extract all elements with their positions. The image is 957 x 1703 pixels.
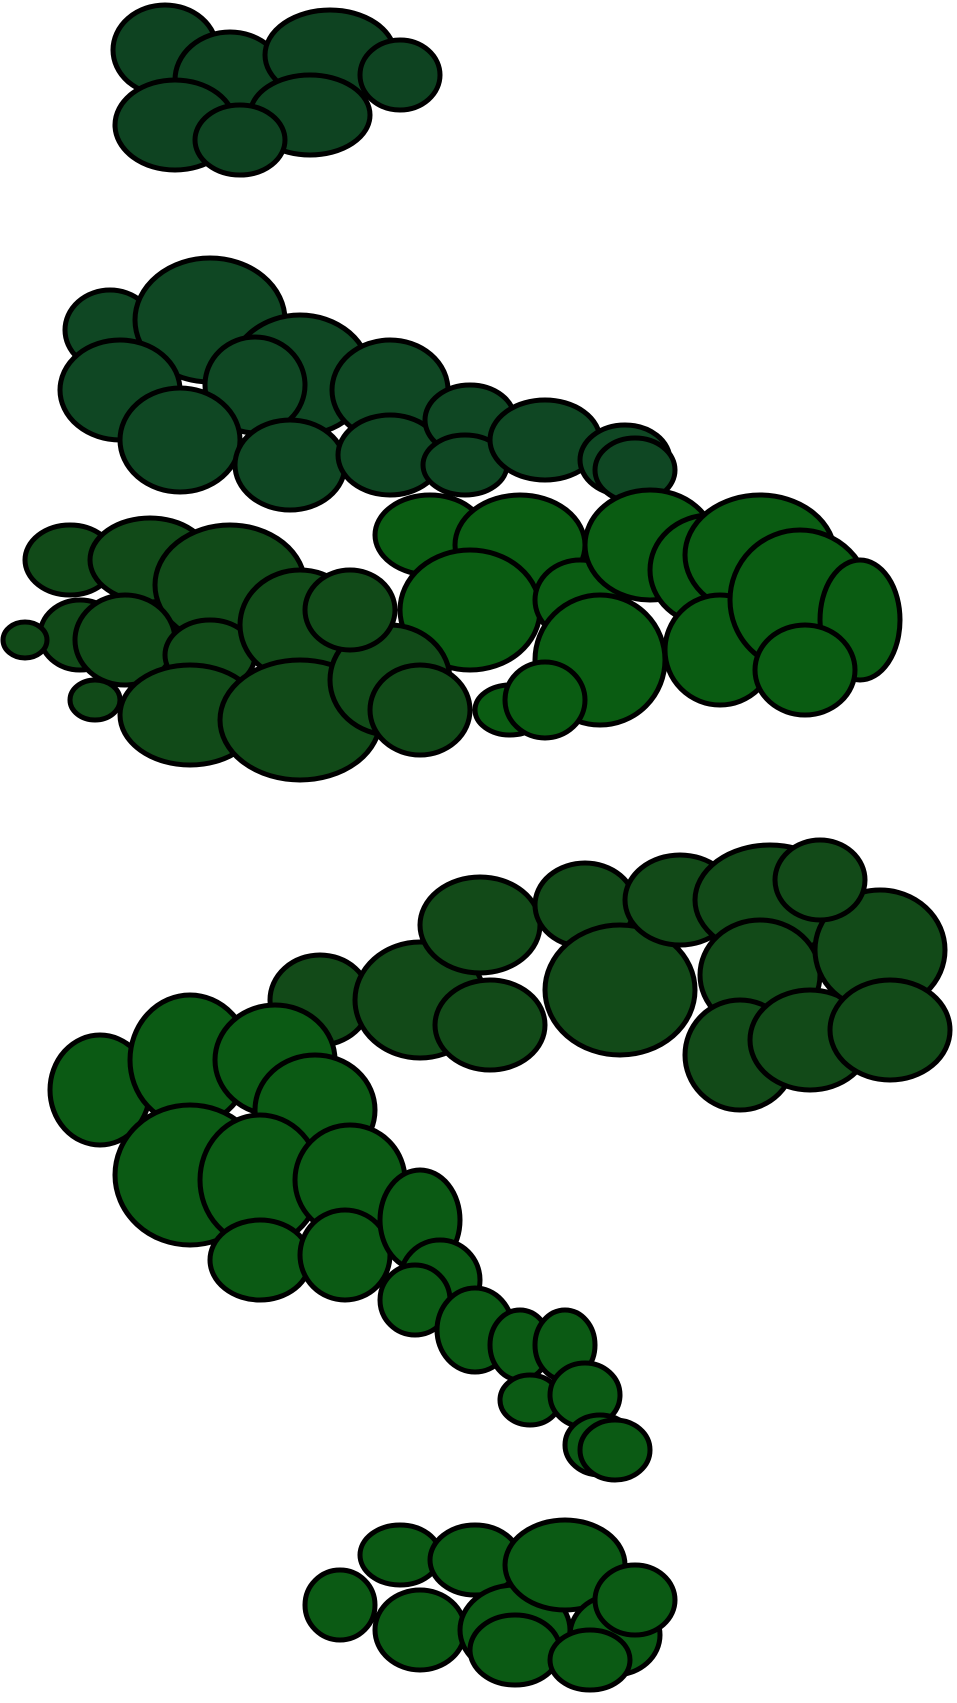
middle-left-cluster <box>0 515 473 783</box>
middle-right-bright-cluster <box>372 487 903 741</box>
upper-dark-cluster <box>57 255 678 513</box>
lower-right-cluster <box>267 837 953 1113</box>
bottom-small-cluster <box>302 1517 678 1693</box>
top-small-cluster <box>110 2 443 178</box>
lower-left-tail-cluster <box>47 992 653 1483</box>
